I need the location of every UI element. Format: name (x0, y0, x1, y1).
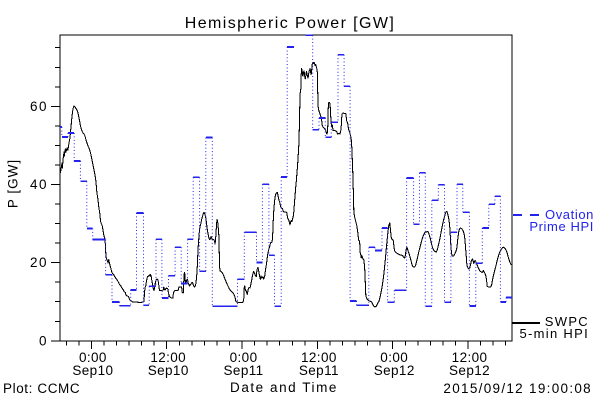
y-tick-label: 20 (30, 255, 48, 270)
x-tick-label-date: Sep11 (299, 363, 339, 378)
legend-swpc: SWPC 5-min HPI (519, 314, 590, 341)
legend-ovation: Ovation Prime HPI (529, 207, 594, 234)
x-tick-label-time: 0:00 (380, 350, 408, 365)
x-tick-label-time: 12:00 (301, 350, 337, 365)
x-tick-label-date: Sep12 (449, 363, 490, 378)
legend-swpc-line-sample (512, 322, 540, 324)
legend-swpc-line1: SWPC (544, 314, 589, 329)
y-tick-label: 0 (39, 333, 48, 348)
x-tick-label-time: 12:00 (150, 350, 186, 365)
x-tick-label-time: 0:00 (79, 350, 107, 365)
chart-title: Hemispheric Power [GW] (184, 15, 396, 32)
plot-timestamp-label: 2015/09/12 19:00:08 (443, 381, 592, 396)
x-tick-label-date: Sep12 (374, 363, 415, 378)
plot-frame (59, 34, 513, 342)
plot-credit-label: Plot: CCMC (3, 381, 81, 396)
legend-swpc-line2: 5-min HPI (519, 326, 589, 341)
legend-ovation-line1: Ovation (544, 207, 594, 222)
x-tick-label-time: 0:00 (230, 350, 258, 365)
y-tick-label: 40 (30, 177, 48, 192)
x-axis-title: Date and Time (230, 380, 338, 395)
swpc-hpi-line (59, 61, 513, 308)
x-tick-label-date: Sep11 (224, 363, 264, 378)
x-tick-label-date: Sep10 (72, 363, 113, 378)
y-axis-title: P [GW] (5, 158, 21, 209)
x-tick-label-date: Sep10 (148, 363, 189, 378)
y-tick-label: 60 (30, 99, 48, 114)
x-tick-label-time: 12:00 (452, 350, 488, 365)
legend-ovation-dash-sample-1 (513, 214, 522, 216)
legend-ovation-line2: Prime HPI (529, 219, 594, 234)
legend-ovation-dash-sample-2 (530, 214, 539, 216)
